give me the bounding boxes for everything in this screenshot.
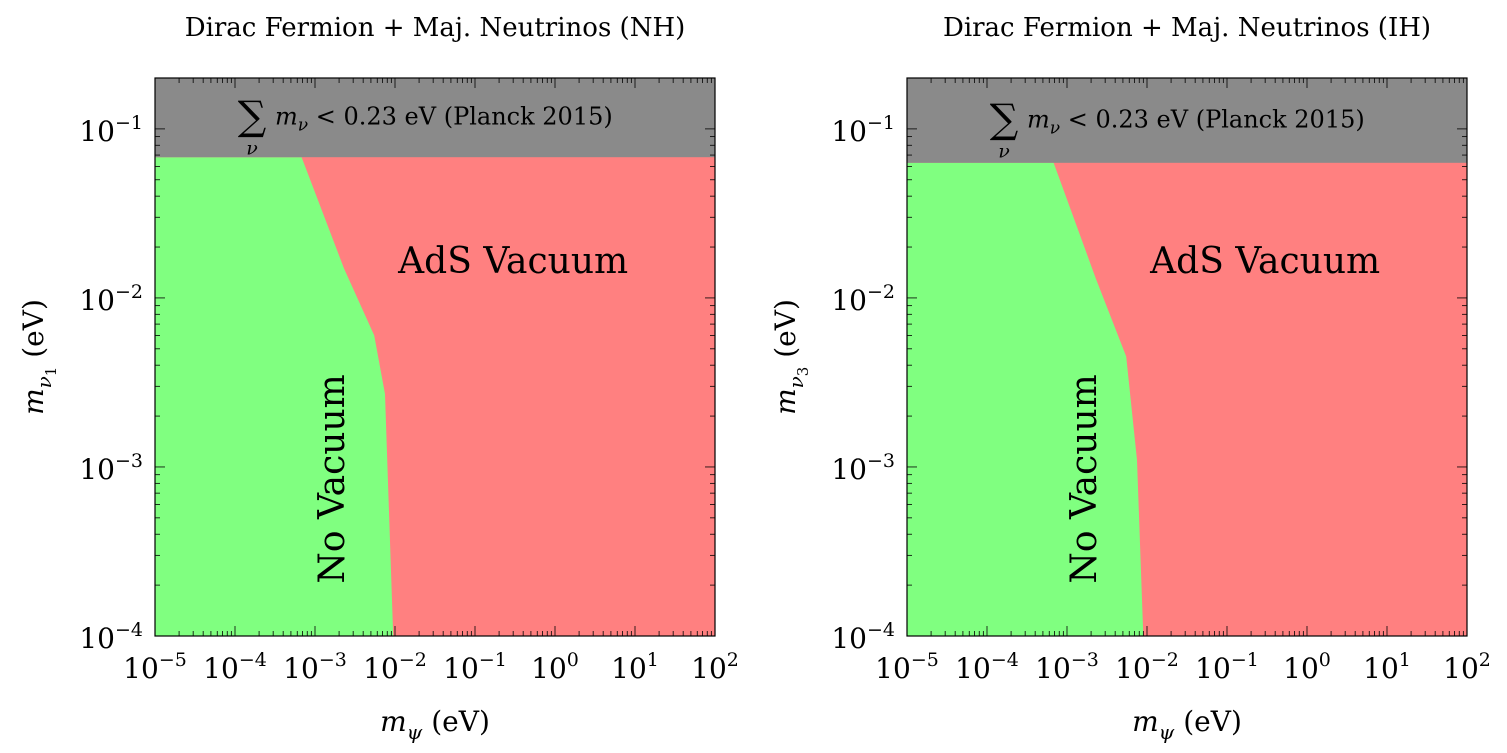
x-tick-label: 101 [1363, 649, 1411, 685]
x-tick-label: 10−2 [363, 649, 427, 685]
x-tick-label: 10−1 [1195, 649, 1259, 685]
no-vacuum-label: No Vacuum [1064, 374, 1105, 583]
x-tick-label: 100 [1283, 649, 1331, 685]
chart-panel-p1: Dirac Fermion + Maj. Neutrinos (NH)10−5 1… [17, 13, 739, 744]
ads-vacuum-label: AdS Vacuum [1149, 241, 1380, 282]
sum-index: ν [998, 140, 1010, 162]
y-tick-label: 10−4 [79, 619, 143, 655]
y-tick-label: 10−3 [79, 450, 143, 486]
plot-frame [154, 77, 716, 637]
plot-frame [906, 77, 1468, 637]
x-tick-label: 10−3 [1035, 649, 1099, 685]
x-axis-label: mψ (eV) [1132, 705, 1242, 744]
sum-symbol: ∑ [990, 96, 1019, 142]
planck-annotation: ∑ν mν < 0.23 eV (Planck 2015) [990, 96, 1365, 162]
y-tick-label: 10−1 [79, 112, 143, 148]
x-tick-label: 102 [1443, 649, 1491, 685]
chart-title: Dirac Fermion + Maj. Neutrinos (NH) [185, 13, 686, 43]
y-axis-label: mν3 (eV) [769, 299, 812, 415]
y-tick-label: 10−2 [831, 281, 895, 317]
planck-excluded-band [907, 78, 1467, 163]
chart-title: Dirac Fermion + Maj. Neutrinos (IH) [943, 13, 1431, 43]
x-tick-label: 10−1 [443, 649, 507, 685]
y-tick-label: 10−1 [831, 112, 895, 148]
sum-index: ν [246, 138, 258, 160]
x-tick-label: 101 [611, 649, 659, 685]
x-tick-label: 10−5 [123, 649, 187, 685]
no-vacuum-region [907, 162, 1144, 637]
y-tick-label: 10−2 [79, 281, 143, 317]
x-tick-label: 10−2 [1115, 649, 1179, 685]
x-axis-label: mψ (eV) [380, 705, 490, 744]
planck-excluded-band [155, 78, 715, 158]
y-tick-label: 10−4 [831, 619, 895, 655]
x-tick-label: 100 [531, 649, 579, 685]
no-vacuum-region [155, 157, 394, 636]
axis-ticks [154, 77, 715, 637]
x-tick-label: 10−4 [203, 649, 267, 685]
y-tick-label: 10−3 [831, 450, 895, 486]
chart-panel-p2: Dirac Fermion + Maj. Neutrinos (IH)10−5 1… [769, 13, 1491, 744]
planck-limit-label: mν < 0.23 eV (Planck 2015) [275, 103, 613, 136]
planck-limit-label: mν < 0.23 eV (Planck 2015) [1027, 105, 1365, 138]
x-tick-label: 10−3 [283, 649, 347, 685]
planck-annotation: ∑ν mν < 0.23 eV (Planck 2015) [238, 94, 613, 160]
no-vacuum-label: No Vacuum [312, 374, 353, 583]
x-tick-label: 102 [691, 649, 739, 685]
x-tick-label: 10−5 [875, 649, 939, 685]
x-tick-label: 10−4 [955, 649, 1019, 685]
y-axis-label: mν1 (eV) [17, 299, 60, 415]
ads-vacuum-label: AdS Vacuum [397, 241, 628, 282]
sum-symbol: ∑ [238, 94, 267, 140]
